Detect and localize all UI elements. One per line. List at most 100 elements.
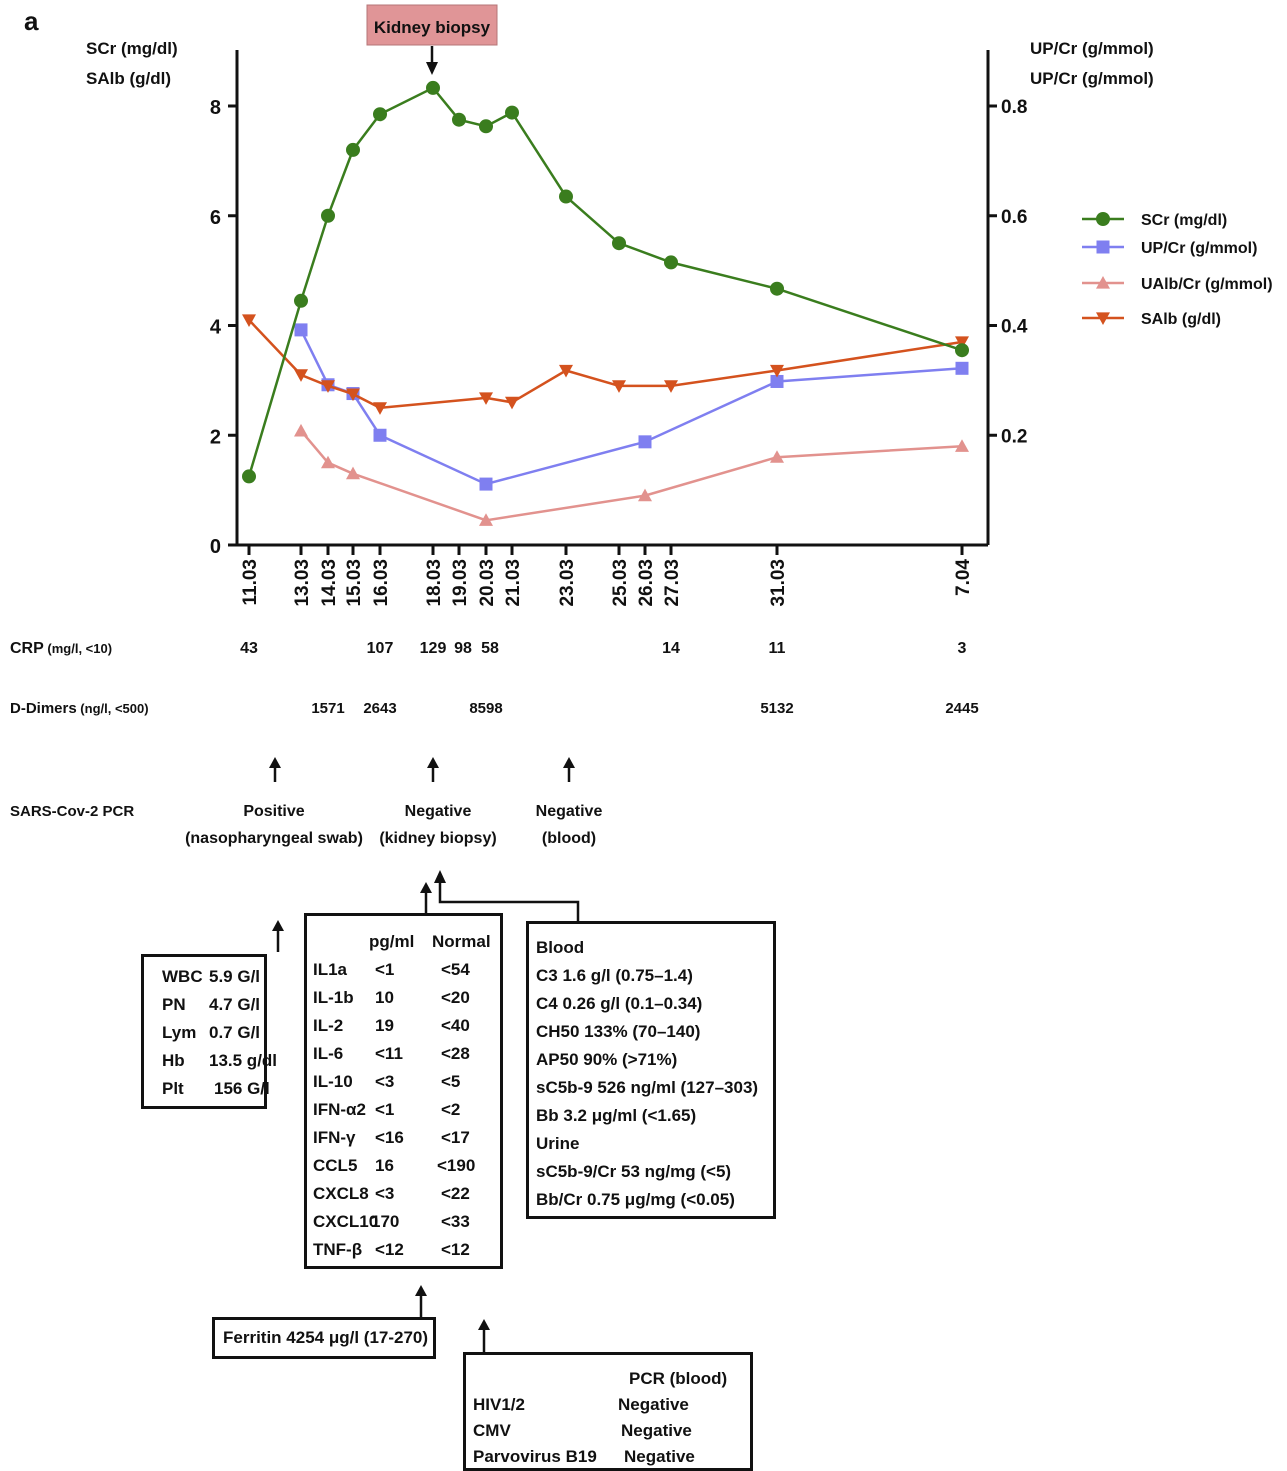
complement-line: sC5b-9/Cr 53 ng/mg (<5)	[529, 1158, 773, 1186]
data-point-scr	[294, 293, 308, 308]
complement-line: Bb/Cr 0.75 μg/mg (<0.05)	[529, 1186, 773, 1214]
cbc-name: PN	[162, 995, 186, 1014]
cytokine-normal: <33	[441, 1212, 470, 1231]
viral-row: Parvovirus B19 Negative	[466, 1443, 750, 1469]
x-tick-label: 7.04	[953, 559, 974, 596]
cbc-row: PN 4.7 G/l	[144, 991, 264, 1019]
cbc-box: WBC 5.9 G/l PN 4.7 G/l Lym 0.7 G/l Hb 13.5 g/dl…	[141, 954, 277, 1109]
cbc-value: 156 G/l	[214, 1079, 270, 1098]
data-point-scr	[426, 80, 440, 95]
complement-text: Bb 3.2 μg/ml (<1.65)	[536, 1106, 697, 1125]
x-tick-label: 23.03	[557, 559, 578, 607]
viral-header: PCR (blood)	[466, 1365, 750, 1391]
complement-line: sC5b-9 526 ng/ml (127–303)	[529, 1074, 773, 1102]
legend-scr-label: SCr (mg/dl)	[1141, 212, 1227, 229]
y-right-tick-label: 0.6	[1001, 207, 1027, 228]
complement-line: C4 0.26 g/l (0.1–0.34)	[529, 990, 773, 1018]
cytokine-normal: <5	[441, 1072, 461, 1091]
cytokine-name: IL-10	[313, 1072, 353, 1091]
cbc-row: Plt 156 G/l	[144, 1075, 270, 1103]
cbc-name: Plt	[162, 1079, 184, 1098]
complement-text: CH50 133% (70–140)	[536, 1022, 701, 1041]
complement-line: Urine	[529, 1130, 773, 1158]
data-point-up-cr	[638, 435, 652, 449]
cytokine-normal: <28	[441, 1044, 470, 1063]
cytokine-name: IL-2	[313, 1016, 344, 1035]
cbc-name: WBC	[162, 967, 203, 986]
data-point-scr	[505, 105, 519, 120]
sars-pcr-row-label: SARS-Cov-2 PCR	[10, 803, 134, 820]
x-tick-label: 31.03	[768, 559, 789, 607]
complement-text: Blood	[536, 938, 585, 957]
x-tick-label: 26.03	[636, 559, 657, 607]
cytokine-value: <16	[375, 1128, 404, 1147]
pcr-arrow-2-head	[563, 757, 575, 768]
cytokine-name: CXCL8	[313, 1184, 369, 1203]
cbc-row: Hb 13.5 g/dl	[144, 1047, 277, 1075]
cytokine-box: pg/ml Normal IL1a <1 <54 IL-1b 10 <20 IL-2 19 <40 I…	[304, 913, 503, 1269]
cytokine-value: <1	[375, 960, 395, 979]
pcr-arrow-1-head	[427, 757, 439, 768]
y-left-tick-label: 4	[210, 317, 222, 339]
cytokine-normal: <2	[441, 1100, 461, 1119]
x-tick-label: 16.03	[371, 559, 392, 607]
crp-row-sublabel: (mg/l, <10)	[44, 641, 112, 656]
panel-label: a	[24, 6, 39, 36]
complement-text: Urine	[536, 1134, 580, 1153]
data-point-scr	[955, 343, 969, 358]
viral-result: Negative	[621, 1421, 692, 1440]
data-point-salb	[664, 380, 678, 393]
y-left-tick-label: 8	[210, 97, 221, 119]
complement-text: sC5b-9 526 ng/ml (127–303)	[536, 1078, 759, 1097]
legend-up-cr-label: UP/Cr (g/mmol)	[1141, 240, 1257, 257]
legend-salb-marker	[1096, 312, 1110, 325]
cytokine-name: IFN-γ	[313, 1128, 356, 1147]
cytokine-name: IL1a	[313, 960, 348, 979]
cytokine-value: <3	[375, 1184, 395, 1203]
complement-connector	[438, 880, 580, 921]
kidney-biopsy-label: Kidney biopsy	[374, 18, 491, 37]
cytokine-normal: <17	[441, 1128, 470, 1147]
crp-value: 14	[662, 640, 680, 657]
legend-up-cr-marker	[1096, 240, 1110, 254]
complement-text: sC5b-9/Cr 53 ng/mg (<5)	[536, 1162, 732, 1181]
pcr-result: Positive	[243, 803, 304, 820]
viral-pcr-header: PCR (blood)	[629, 1369, 728, 1388]
crp-value: 129	[420, 640, 447, 657]
data-point-scr	[664, 255, 678, 270]
crp-value: 98	[454, 640, 472, 657]
left-axis-title-salb: SAlb (g/dl)	[86, 69, 171, 88]
legend-scr-marker	[1096, 212, 1110, 226]
data-point-salb	[346, 388, 360, 402]
ddimers-value: 5132	[760, 700, 793, 717]
viral-name: Parvovirus B19	[473, 1447, 597, 1466]
y-left-tick-label: 2	[210, 426, 221, 448]
cytokine-row: IL1a <1 <54	[307, 956, 500, 984]
ddimers-value: 2643	[363, 700, 396, 717]
data-point-scr	[321, 208, 335, 223]
x-tick-label: 18.03	[424, 559, 445, 607]
right-axis-title-1: UP/Cr (g/mmol)	[1030, 39, 1154, 58]
right-axis-title-2: UP/Cr (g/mmol)	[1030, 69, 1154, 88]
cytokine-row: IFN-α2 <1 <2	[307, 1096, 500, 1124]
viral-arrow-head	[478, 1319, 490, 1330]
ddimers-value: 1571	[311, 700, 344, 717]
complement-line: AP50 90% (>71%)	[529, 1046, 773, 1074]
cytokine-row: IL-6 <11 <28	[307, 1040, 500, 1068]
x-tick-label: 25.03	[610, 559, 631, 607]
ferritin-text: Ferritin 4254 μg/l (17-270)	[223, 1328, 429, 1347]
left-axis-title-scr: SCr (mg/dl)	[86, 39, 178, 58]
cbc-name: Lym	[162, 1023, 197, 1042]
legend-ualb-cr-marker	[1096, 276, 1110, 289]
data-point-salb	[294, 369, 308, 382]
cytokine-name: IFN-α2	[313, 1100, 366, 1119]
complement-line: CH50 133% (70–140)	[529, 1018, 773, 1046]
data-point-ualb-cr	[638, 488, 652, 502]
crp-row-label: CRP (mg/l, <10)	[10, 640, 112, 657]
pcr-arrow-0-head	[269, 757, 281, 768]
cytokine-value: <11	[375, 1044, 403, 1063]
cbc-arrow-head	[272, 920, 284, 931]
viral-row: HIV1/2 Negative	[466, 1391, 750, 1417]
data-point-ualb-cr	[346, 466, 360, 480]
cbc-row: WBC 5.9 G/l	[144, 963, 264, 991]
